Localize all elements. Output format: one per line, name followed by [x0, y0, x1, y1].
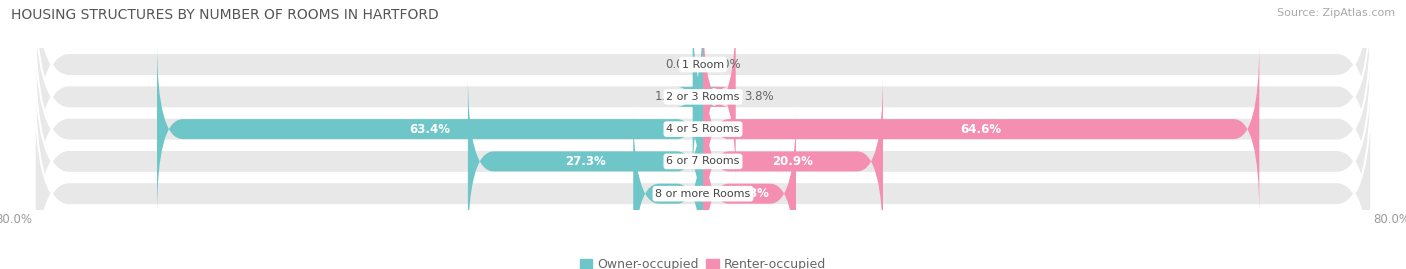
Text: 4 or 5 Rooms: 4 or 5 Rooms	[666, 124, 740, 134]
Text: 27.3%: 27.3%	[565, 155, 606, 168]
FancyBboxPatch shape	[468, 75, 703, 248]
FancyBboxPatch shape	[35, 44, 1371, 269]
Text: 64.6%: 64.6%	[960, 123, 1001, 136]
FancyBboxPatch shape	[35, 76, 1371, 269]
Text: HOUSING STRUCTURES BY NUMBER OF ROOMS IN HARTFORD: HOUSING STRUCTURES BY NUMBER OF ROOMS IN…	[11, 8, 439, 22]
Text: 8.1%: 8.1%	[652, 187, 685, 200]
Text: 20.9%: 20.9%	[772, 155, 814, 168]
FancyBboxPatch shape	[633, 107, 703, 269]
Text: 8 or more Rooms: 8 or more Rooms	[655, 189, 751, 199]
Text: Source: ZipAtlas.com: Source: ZipAtlas.com	[1277, 8, 1395, 18]
FancyBboxPatch shape	[678, 10, 718, 184]
Text: 0.0%: 0.0%	[711, 58, 741, 71]
Text: 6 or 7 Rooms: 6 or 7 Rooms	[666, 156, 740, 167]
Text: 1.2%: 1.2%	[654, 90, 685, 103]
FancyBboxPatch shape	[35, 0, 1371, 214]
Text: 3.8%: 3.8%	[744, 90, 773, 103]
FancyBboxPatch shape	[35, 12, 1371, 247]
Text: 10.8%: 10.8%	[730, 187, 770, 200]
Legend: Owner-occupied, Renter-occupied: Owner-occupied, Renter-occupied	[575, 253, 831, 269]
FancyBboxPatch shape	[703, 75, 883, 248]
FancyBboxPatch shape	[157, 42, 703, 216]
FancyBboxPatch shape	[703, 42, 1260, 216]
Text: 63.4%: 63.4%	[409, 123, 450, 136]
Text: 1 Room: 1 Room	[682, 59, 724, 70]
Text: 0.0%: 0.0%	[665, 58, 695, 71]
FancyBboxPatch shape	[35, 0, 1371, 182]
FancyBboxPatch shape	[703, 107, 796, 269]
FancyBboxPatch shape	[703, 10, 735, 184]
Text: 2 or 3 Rooms: 2 or 3 Rooms	[666, 92, 740, 102]
